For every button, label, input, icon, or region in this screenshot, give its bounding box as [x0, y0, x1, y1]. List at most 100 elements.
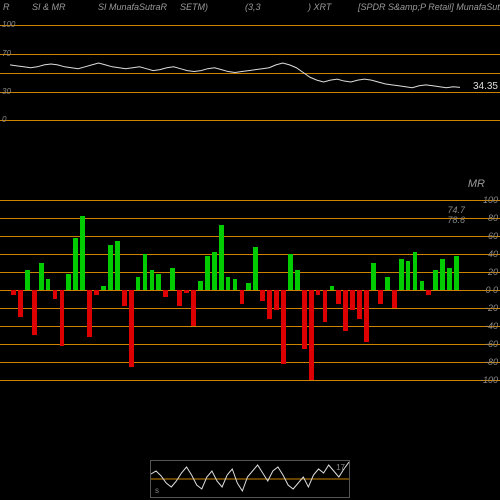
mr-bar — [440, 259, 445, 291]
mr-bar — [32, 290, 37, 335]
mr-bar — [378, 290, 383, 304]
mr-bar — [447, 268, 452, 291]
mr-bar — [39, 263, 44, 290]
mr-bar — [433, 270, 438, 290]
mr-bar — [198, 281, 203, 290]
header-text: SI & MR — [32, 2, 66, 12]
mr-bar — [170, 268, 175, 291]
mr-bar — [115, 241, 120, 291]
rsi-chart: 1007030034.35 — [0, 25, 500, 120]
header-bar: R SI & MR SI MunafaSutraR SETM) (3,3 ) XRT [SP… — [0, 2, 500, 14]
mr-bar — [406, 261, 411, 290]
gridline — [0, 326, 500, 327]
mr-bar — [281, 290, 286, 364]
mr-bar — [399, 259, 404, 291]
mr-bar — [253, 247, 258, 290]
mr-bar — [219, 225, 224, 290]
axis-label: -20 — [485, 303, 498, 313]
mr-bar — [392, 290, 397, 308]
mr-bar — [163, 290, 168, 297]
mr-bar — [53, 290, 58, 299]
mr-bar — [73, 238, 78, 290]
mr-bar — [212, 252, 217, 290]
mr-bar — [371, 263, 376, 290]
mr-bar — [240, 290, 245, 304]
mr-bar — [274, 290, 279, 310]
mr-bar — [184, 290, 189, 293]
header-text: R — [3, 2, 10, 12]
mr-bar — [260, 290, 265, 301]
mr-bar — [108, 245, 113, 290]
mr-bar — [267, 290, 272, 319]
axis-label: -100 — [480, 375, 498, 385]
axis-label: 100 — [483, 195, 498, 205]
header-text: SETM) — [180, 2, 208, 12]
gridline — [0, 362, 500, 363]
mr-bar — [226, 277, 231, 291]
header-text: SI MunafaSutraR — [98, 2, 167, 12]
mr-bar — [336, 290, 341, 304]
ref-value: 74.7 — [447, 205, 465, 215]
mr-bar — [143, 254, 148, 290]
gridline — [0, 308, 500, 309]
header-text: ) XRT — [308, 2, 331, 12]
mr-bar — [101, 286, 106, 291]
gridline — [0, 200, 500, 201]
mr-bar — [316, 290, 321, 295]
mr-bar — [343, 290, 348, 331]
gridline — [0, 380, 500, 381]
axis-label: 80 — [488, 213, 498, 223]
axis-label: 0 0 — [485, 285, 498, 295]
mr-chart: 100806040200 0-20-40-60-80-100MR74.778.6 — [0, 150, 500, 450]
mr-bar — [364, 290, 369, 342]
axis-label: 0 — [2, 115, 6, 124]
mr-bar — [191, 290, 196, 326]
mr-bar — [66, 274, 71, 290]
axis-label: -60 — [485, 339, 498, 349]
mr-bar — [205, 256, 210, 290]
gridline — [0, 344, 500, 345]
mr-bar — [94, 290, 99, 295]
rsi-current-value: 34.35 — [473, 81, 498, 92]
mr-bar — [385, 277, 390, 291]
gridline — [0, 290, 500, 291]
mini-chart: s 17 — [150, 460, 350, 498]
mr-bar — [156, 274, 161, 290]
mr-bar — [426, 290, 431, 295]
mr-bar — [246, 283, 251, 290]
axis-label: 20 — [488, 267, 498, 277]
mr-bar — [454, 256, 459, 290]
mr-bar — [87, 290, 92, 337]
gridline — [0, 120, 500, 121]
mr-bar — [309, 290, 314, 380]
mr-bar — [46, 279, 51, 290]
mr-bar — [122, 290, 127, 306]
mr-bar — [177, 290, 182, 306]
mr-bar — [60, 290, 65, 346]
gridline — [0, 218, 500, 219]
mr-bar — [80, 216, 85, 290]
header-text: (3,3 — [245, 2, 261, 12]
ref-value: 78.6 — [447, 215, 465, 225]
axis-label: 40 — [488, 249, 498, 259]
mr-bar — [420, 281, 425, 290]
mr-bar — [136, 277, 141, 291]
mr-bar — [350, 290, 355, 310]
mr-bar — [25, 270, 30, 290]
mr-bar — [18, 290, 23, 317]
mr-bar — [288, 254, 293, 290]
mr-label: MR — [468, 178, 485, 190]
mr-bar — [413, 252, 418, 290]
mini-label-right: 17 — [336, 463, 345, 472]
axis-label: -80 — [485, 357, 498, 367]
mr-bar — [302, 290, 307, 349]
mini-label-left: s — [155, 486, 159, 495]
header-text: [SPDR S&amp;P Retail] MunafaSutra.co — [358, 2, 500, 12]
mr-bar — [11, 290, 16, 295]
mr-bar — [233, 279, 238, 290]
mr-bar — [295, 270, 300, 290]
mr-bar — [330, 286, 335, 291]
axis-label: -40 — [485, 321, 498, 331]
mr-bar — [150, 270, 155, 290]
mr-bar — [323, 290, 328, 322]
